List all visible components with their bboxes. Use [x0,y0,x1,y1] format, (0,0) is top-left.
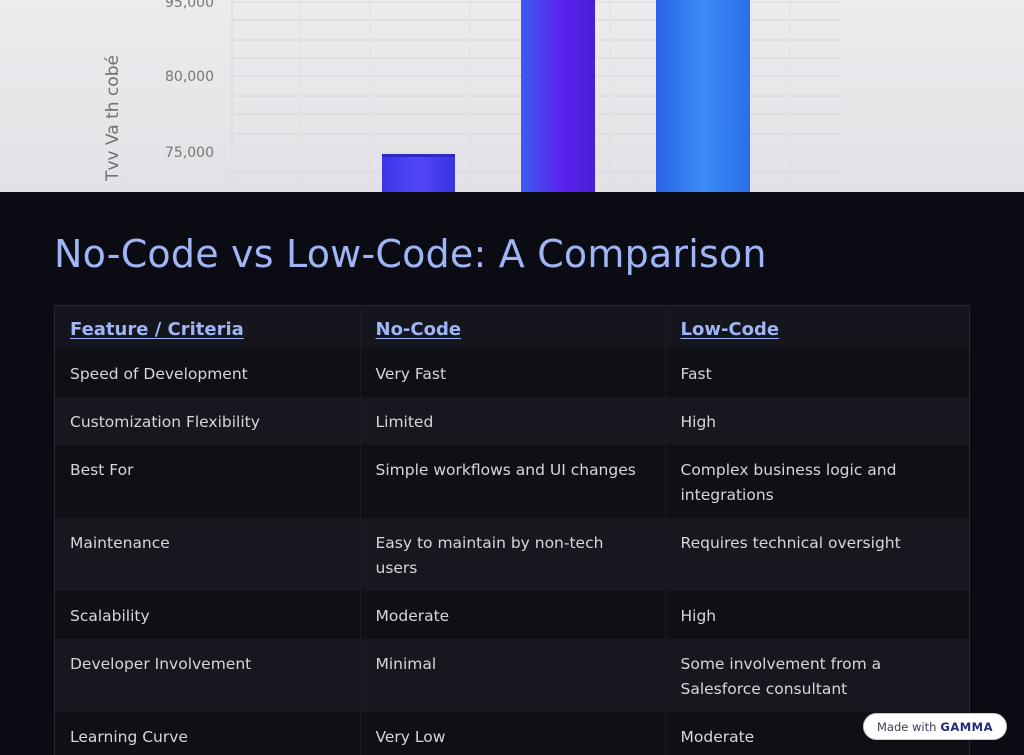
table-cell-low-code: Some involvement from a Salesforce consu… [664,639,969,712]
table-cell-feature: Developer Involvement [55,639,360,712]
y-tick-label: 95,000 [165,0,214,11]
gamma-logo-text: GAMMA [940,719,994,734]
table-cell-low-code: Complex business logic and integrations [664,445,969,518]
table-cell-no-code: Minimal [359,639,665,712]
table-cell-feature: Scalability [55,591,360,639]
table-cell-low-code: High [664,397,969,445]
table-row: Speed of Development Very Fast Fast [55,349,969,397]
chart-bar-top [382,154,455,157]
table-cell-low-code: Fast [664,349,969,397]
chart-bar [656,0,750,192]
comparison-table: Feature / Criteria No-Code Low-Code Spee… [54,305,970,755]
table-cell-no-code: Easy to maintain by non-tech users [359,518,665,591]
table-cell-feature: Maintenance [55,518,360,591]
y-axis-label: Tvv Va th cobé [103,55,123,182]
table-header-row: Feature / Criteria No-Code Low-Code [55,306,969,349]
table-cell-feature: Customization Flexibility [55,397,360,445]
chart-image: 95,000 80,000 75,000 Tvv Va th cobé [0,0,1024,192]
table-row: Best For Simple workflows and UI changes… [55,445,969,518]
table-row: Maintenance Easy to maintain by non-tech… [55,518,969,591]
column-header-feature: Feature / Criteria [55,306,360,349]
table-cell-low-code: High [664,591,969,639]
column-header-no-code: No-Code [359,306,665,349]
table-cell-no-code: Very Low [359,712,665,755]
chart-bar [382,154,455,192]
column-header-low-code: Low-Code [664,306,969,349]
y-tick-label: 75,000 [165,145,214,161]
table-cell-no-code: Limited [359,397,665,445]
badge-prefix: Made with [876,719,937,734]
table-cell-feature: Best For [55,445,360,518]
table-cell-feature: Learning Curve [55,712,360,755]
made-with-gamma-badge[interactable]: Made with GAMMA [863,713,1007,740]
table-cell-low-code: Requires technical oversight [664,518,969,591]
table-cell-no-code: Simple workflows and UI changes [359,445,665,518]
table-cell-no-code: Moderate [359,591,665,639]
y-tick-label: 80,000 [165,69,214,85]
table-row: Developer Involvement Minimal Some invol… [55,639,969,712]
page-title: No-Code vs Low-Code: A Comparison [54,232,767,276]
chart-bar [521,0,595,192]
table-cell-feature: Speed of Development [55,349,360,397]
table-row: Scalability Moderate High [55,591,969,639]
table-row: Learning Curve Very Low Moderate [55,712,969,755]
chart-svg: 95,000 80,000 75,000 Tvv Va th cobé [103,0,840,192]
table-row: Customization Flexibility Limited High [55,397,969,445]
table-cell-no-code: Very Fast [359,349,665,397]
